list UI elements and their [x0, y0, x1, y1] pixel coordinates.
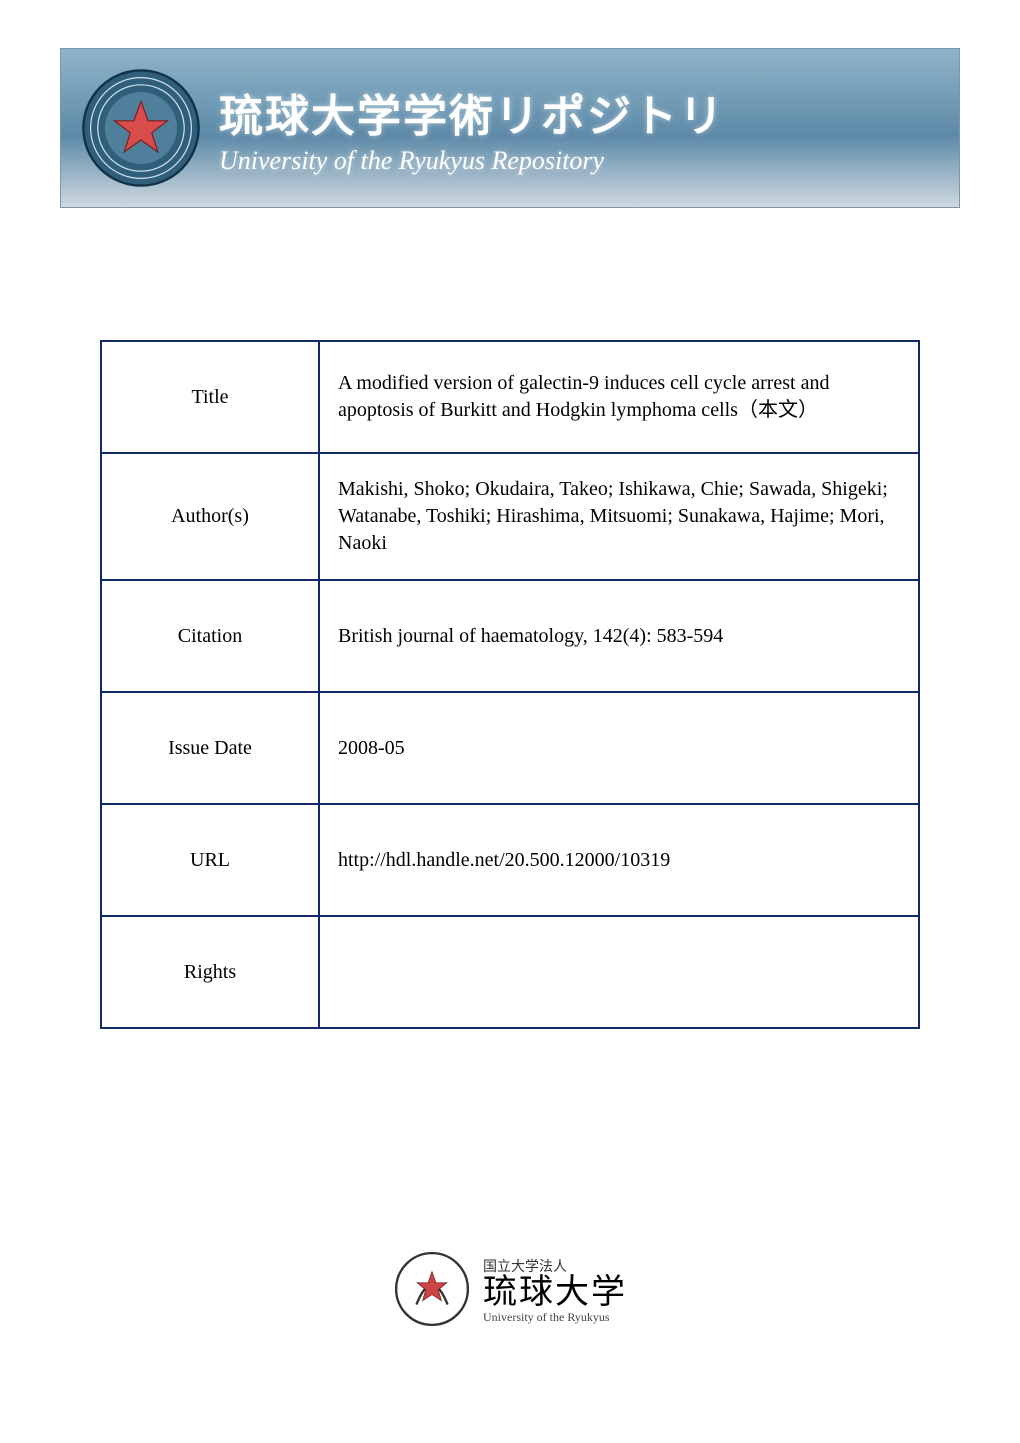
table-row: Rights: [101, 916, 919, 1028]
metadata-value: http://hdl.handle.net/20.500.12000/10319: [319, 804, 919, 916]
page: 琉球大学学術リポジトリ University of the Ryukyus Re…: [0, 0, 1020, 1443]
table-row: URL http://hdl.handle.net/20.500.12000/1…: [101, 804, 919, 916]
banner-text-block: 琉球大学学術リポジトリ University of the Ryukyus Re…: [219, 80, 725, 176]
repository-banner: 琉球大学学術リポジトリ University of the Ryukyus Re…: [60, 48, 960, 208]
metadata-key: Citation: [101, 580, 319, 692]
footer-label-small: 国立大学法人: [483, 1259, 627, 1274]
footer-logo-inner: 国立大学法人 琉球大学 University of the Ryukyus: [393, 1250, 627, 1333]
university-seal-small-icon: [393, 1250, 471, 1333]
metadata-key: URL: [101, 804, 319, 916]
table-row: Title A modified version of galectin-9 i…: [101, 341, 919, 453]
table-row: Citation British journal of haematology,…: [101, 580, 919, 692]
university-seal-icon: [81, 68, 201, 188]
metadata-value: Makishi, Shoko; Okudaira, Takeo; Ishikaw…: [319, 453, 919, 580]
metadata-key: Rights: [101, 916, 319, 1028]
metadata-value: [319, 916, 919, 1028]
metadata-value: British journal of haematology, 142(4): …: [319, 580, 919, 692]
metadata-table-body: Title A modified version of galectin-9 i…: [101, 341, 919, 1028]
footer-logo: 国立大学法人 琉球大学 University of the Ryukyus: [0, 1250, 1020, 1333]
metadata-key: Title: [101, 341, 319, 453]
metadata-value: A modified version of galectin-9 induces…: [319, 341, 919, 453]
metadata-value: 2008-05: [319, 692, 919, 804]
metadata-table: Title A modified version of galectin-9 i…: [100, 340, 920, 1029]
footer-label-en: University of the Ryukyus: [483, 1311, 627, 1324]
metadata-key: Author(s): [101, 453, 319, 580]
metadata-key: Issue Date: [101, 692, 319, 804]
table-row: Issue Date 2008-05: [101, 692, 919, 804]
table-row: Author(s) Makishi, Shoko; Okudaira, Take…: [101, 453, 919, 580]
banner-title-en: University of the Ryukyus Repository: [219, 146, 725, 176]
banner-title-jp: 琉球大学学術リポジトリ: [219, 80, 725, 144]
footer-label-large: 琉球大学: [483, 1274, 627, 1311]
footer-text-block: 国立大学法人 琉球大学 University of the Ryukyus: [483, 1259, 627, 1325]
